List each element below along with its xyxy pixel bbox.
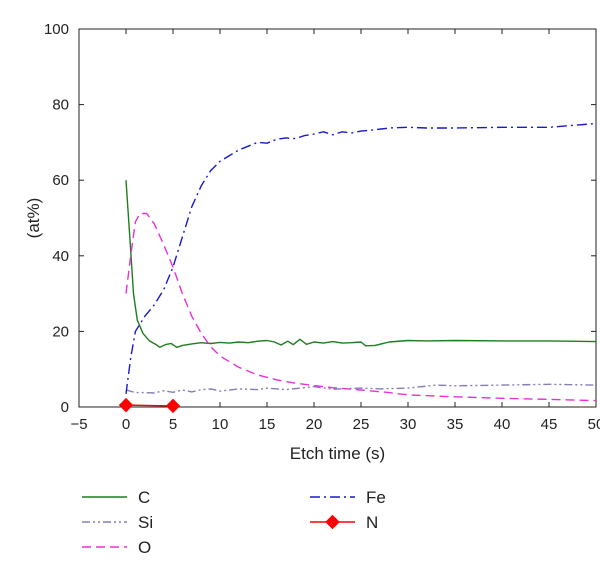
series-o xyxy=(125,212,597,402)
x-tick-label: 0 xyxy=(122,416,130,433)
x-tick-label: 40 xyxy=(494,416,511,433)
y-tick-label: 0 xyxy=(61,399,69,416)
legend-label: N xyxy=(366,513,378,532)
x-tick-label: 50 xyxy=(588,416,600,433)
x-tick-label: 30 xyxy=(400,416,417,433)
series-line-o xyxy=(125,212,597,402)
series-line-c xyxy=(125,180,597,348)
x-tick-label: 15 xyxy=(259,416,276,433)
data-point-n xyxy=(165,398,181,414)
series-line-fe xyxy=(125,122,597,394)
y-tick-label: 80 xyxy=(52,97,69,114)
x-tick-label: 25 xyxy=(353,416,370,433)
x-tick-label: 35 xyxy=(447,416,464,433)
axes xyxy=(78,28,597,408)
series-n xyxy=(118,397,181,414)
x-tick-label: 5 xyxy=(169,416,177,433)
x-tick-label: −5 xyxy=(70,416,87,433)
y-axis-title: (at%) xyxy=(24,198,43,239)
legend-marker xyxy=(325,514,340,530)
series-c xyxy=(125,180,597,348)
legend-label: Fe xyxy=(366,488,386,507)
series-fe xyxy=(125,122,597,394)
legend-item-o: O xyxy=(82,538,151,557)
x-tick-label: 20 xyxy=(306,416,323,433)
tick-labels: −505101520253035404550020406080100 xyxy=(44,21,600,433)
y-tick-label: 60 xyxy=(52,172,69,189)
legend-label: O xyxy=(138,538,151,557)
x-tick-label: 10 xyxy=(212,416,229,433)
data-point-n xyxy=(118,397,134,413)
series-line-n xyxy=(125,404,174,407)
x-tick-label: 45 xyxy=(541,416,558,433)
legend-item-si: Si xyxy=(82,513,153,532)
series-si xyxy=(125,383,597,394)
series-line-si xyxy=(125,383,597,394)
y-tick-label: 20 xyxy=(52,323,69,340)
plot-frame xyxy=(78,28,597,408)
y-tick-label: 100 xyxy=(44,21,69,38)
legend-label: Si xyxy=(138,513,153,532)
x-axis-title: Etch time (s) xyxy=(290,444,385,463)
legend: C Si O Fe N xyxy=(82,488,386,557)
series-layer xyxy=(118,122,597,414)
legend-item-fe: Fe xyxy=(310,488,386,507)
y-tick-label: 40 xyxy=(52,248,69,265)
legend-item-c: C xyxy=(82,488,150,507)
legend-label: C xyxy=(138,488,150,507)
legend-item-n: N xyxy=(310,513,378,532)
